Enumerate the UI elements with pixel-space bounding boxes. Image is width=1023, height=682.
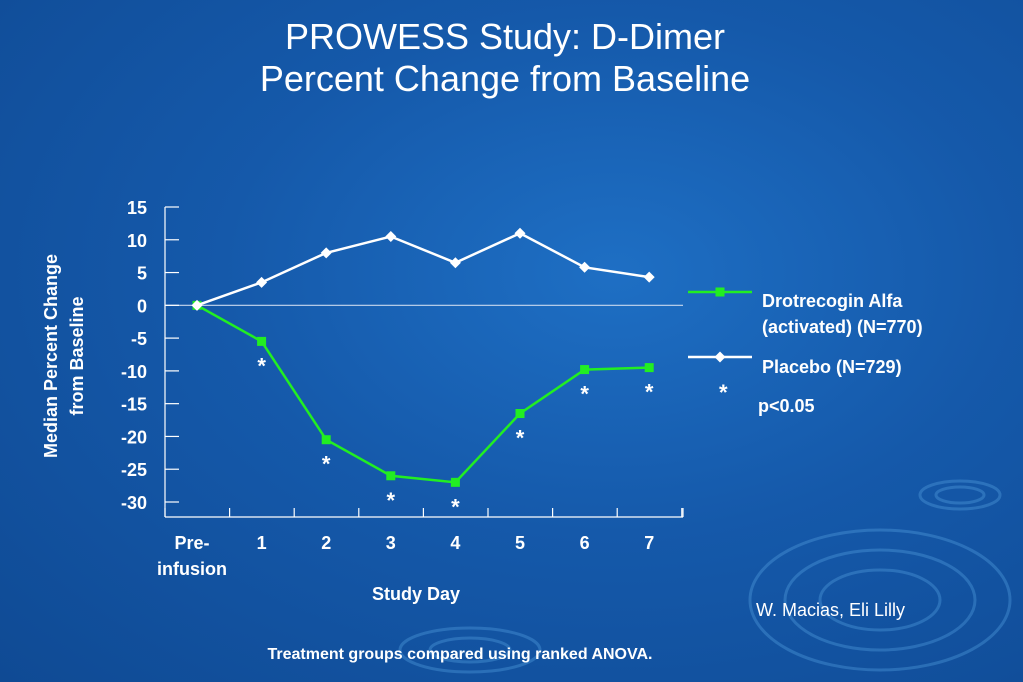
placebo-point [579, 261, 591, 273]
y-tick-label: 5 [137, 264, 147, 284]
x-tick-label: 5 [515, 533, 525, 553]
y-tick-label: -25 [121, 460, 147, 480]
x-tick-label: 4 [450, 533, 460, 553]
credit-text: W. Macias, Eli Lilly [756, 600, 906, 620]
y-tick-label: -10 [121, 362, 147, 382]
legend-placebo-label: Placebo (N=729) [762, 357, 902, 377]
legend-drotrecogin-swatch-marker [715, 287, 725, 297]
legend-drotrecogin-line-1: Drotrecogin Alfa [762, 291, 903, 311]
y-tick-label: -15 [121, 395, 147, 415]
y-tick-label: -20 [121, 427, 147, 447]
significance-asterisk: * [451, 494, 460, 519]
placebo-point [320, 247, 332, 259]
x-tick-label: 3 [386, 533, 396, 553]
significance-asterisk: * [645, 380, 654, 405]
footnote-text: Treatment groups compared using ranked A… [267, 646, 653, 663]
legend-drotrecogin-line-2: (activated) (N=770) [762, 317, 923, 337]
x-tick-label: 1 [257, 533, 267, 553]
legend-placebo-swatch-marker [714, 351, 726, 363]
drotrecogin-point [644, 363, 654, 373]
drotrecogin-point [386, 471, 396, 481]
drotrecogin-series-line [196, 304, 650, 484]
drotrecogin-point [450, 477, 460, 487]
drotrecogin-point [580, 365, 590, 375]
drotrecogin-point [515, 409, 525, 418]
title-line-2: Percent Change from Baseline [259, 58, 751, 99]
legend-drotrecogin-label: Drotrecogin Alfa (activated) (N=770) [762, 288, 923, 340]
significance-asterisk: * [257, 353, 266, 378]
y-tick-label: 0 [137, 296, 147, 316]
y-tick-label: 10 [127, 231, 147, 251]
x-tick-label: 6 [580, 533, 590, 553]
significance-asterisk: * [322, 452, 331, 477]
placebo-point [449, 257, 461, 269]
placebo-point [514, 227, 526, 239]
drotrecogin-point [257, 336, 267, 346]
significance-asterisk: * [516, 426, 525, 451]
significance-asterisk: * [580, 382, 589, 407]
y-tick-label: -5 [131, 329, 147, 349]
placebo-series-line [196, 231, 650, 307]
placebo-point [643, 271, 655, 283]
legend-significance-text: p<0.05 [758, 396, 815, 416]
x-tick-label: 7 [644, 533, 654, 553]
y-tick-label: -30 [121, 493, 147, 513]
title-line-1: PROWESS Study: D-Dimer [284, 16, 726, 57]
slide-title: PROWESS Study: D-Dimer Percent Change fr… [0, 16, 1010, 100]
placebo-point [191, 299, 203, 311]
legend-significance-symbol: * [719, 380, 728, 405]
x-tick-label: infusion [157, 559, 227, 579]
placebo-point [256, 276, 268, 288]
placebo-point [385, 231, 397, 242]
significance-asterisk: * [387, 488, 396, 513]
x-axis-label: Study Day [371, 584, 461, 604]
x-tick-label: Pre- [174, 533, 209, 553]
x-tick-label: 2 [321, 533, 331, 553]
drotrecogin-point [321, 435, 331, 445]
y-tick-label: 15 [127, 198, 147, 218]
